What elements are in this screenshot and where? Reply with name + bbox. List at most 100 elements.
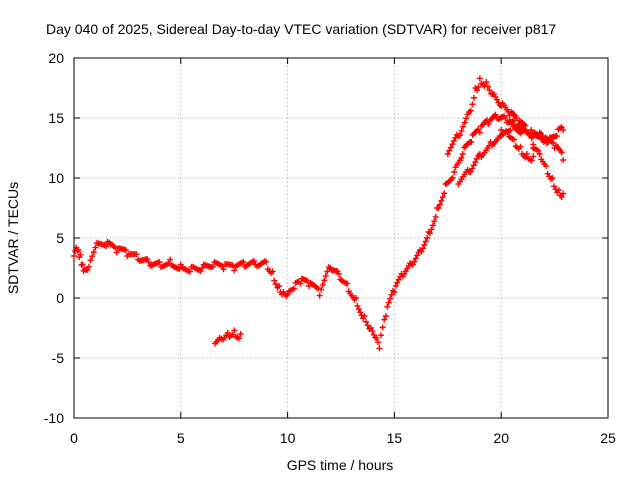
data-point-fill [446, 147, 453, 154]
data-point [530, 153, 537, 160]
data-point [476, 75, 483, 82]
data-point [224, 329, 231, 336]
x-tick-label: 15 [387, 430, 403, 446]
data-point-fill [432, 213, 439, 220]
x-tick-label: 0 [70, 430, 78, 446]
data-point [269, 268, 276, 275]
data-point-fill [522, 154, 529, 161]
data-point-fill [460, 123, 467, 130]
data-point [523, 151, 530, 157]
data-point-fill [318, 286, 325, 293]
data-point [297, 280, 304, 287]
data-point [511, 136, 518, 143]
data-point-fill [392, 282, 399, 289]
data-point [352, 295, 359, 301]
data-point [498, 127, 505, 133]
x-tick-label: 10 [280, 430, 296, 446]
data-point-fill [236, 335, 243, 342]
data-point [284, 291, 291, 298]
data-point-fill [528, 157, 535, 164]
data-point [528, 127, 535, 133]
data-point [231, 267, 238, 274]
data-point-fill [447, 144, 454, 151]
data-point [376, 345, 383, 352]
data-point [502, 115, 509, 121]
data-point-fill [518, 130, 525, 137]
data-point-fill [470, 162, 477, 169]
y-axis-label: SDTVAR / TECUs [5, 182, 21, 294]
data-point [549, 175, 556, 181]
data-point-fill [472, 159, 479, 166]
data-point [504, 129, 511, 136]
data-point-fill [165, 260, 172, 267]
data-point [113, 249, 120, 256]
data-point-fill [473, 87, 480, 94]
data-point-fill [87, 257, 94, 264]
data-point-fill [251, 257, 258, 264]
data-point-fill [452, 134, 459, 141]
data-point-fill [378, 332, 385, 339]
data-point [476, 129, 483, 136]
data-point-fill [421, 241, 428, 248]
data-point [444, 151, 451, 157]
data-point-fill [438, 197, 445, 204]
data-point-fill [483, 117, 490, 124]
data-point-fill [458, 154, 465, 161]
data-point [103, 243, 110, 250]
data-point [530, 133, 537, 139]
data-point-fill [558, 149, 565, 156]
data-points [71, 75, 567, 352]
data-point-fill [427, 230, 433, 237]
data-point [536, 151, 543, 157]
x-tick-label: 25 [600, 430, 616, 446]
y-axis-ticks: -10 -5 0 5 10 15 20 [44, 50, 608, 426]
data-point-fill [535, 147, 542, 154]
y-tick-label: -5 [52, 350, 65, 366]
data-point-fill [384, 303, 391, 310]
data-point [382, 313, 389, 319]
data-point-fill [467, 107, 474, 114]
data-point [305, 283, 312, 289]
data-point [85, 263, 92, 270]
data-point-fill [387, 295, 394, 302]
data-point-fill [375, 339, 382, 346]
data-point-fill [112, 244, 119, 251]
data-point [209, 263, 216, 270]
grid-lines [74, 58, 608, 418]
data-point-fill [418, 248, 425, 255]
data-point [553, 133, 560, 139]
data-point [361, 313, 368, 319]
data-point-fill [428, 226, 435, 233]
data-point-fill [411, 258, 418, 265]
data-point [451, 169, 458, 175]
data-point-fill [467, 168, 474, 175]
data-point-fill [240, 259, 247, 266]
data-point [75, 247, 82, 253]
data-point [560, 127, 567, 133]
data-point-fill [122, 247, 129, 254]
data-point-fill [449, 141, 456, 148]
data-point-fill [429, 222, 436, 229]
data-point [77, 251, 84, 258]
data-point-fill [381, 316, 388, 323]
data-point-fill [463, 115, 470, 122]
data-point-fill [412, 255, 419, 262]
data-point [79, 261, 86, 268]
data-point-fill [271, 277, 278, 284]
data-point-fill [218, 263, 225, 269]
data-point-fill [272, 281, 279, 288]
data-point [335, 271, 342, 277]
data-point-fill [424, 234, 431, 241]
data-point-fill [229, 331, 236, 338]
data-point-fill [473, 155, 480, 162]
data-point [316, 292, 323, 299]
data-point-fill [435, 205, 442, 212]
data-point-fill [419, 245, 426, 252]
data-point [483, 79, 490, 85]
data-point [145, 259, 152, 265]
data-point-fill [321, 277, 328, 284]
data-point [92, 244, 99, 251]
y-tick-label: 20 [48, 50, 64, 66]
data-point [237, 331, 244, 337]
x-tick-label: 20 [493, 430, 509, 446]
